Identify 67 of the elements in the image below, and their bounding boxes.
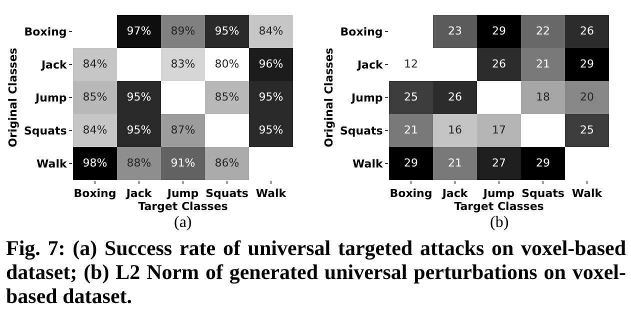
data-label: 26 xyxy=(580,24,594,38)
data-label: 29 xyxy=(404,156,418,170)
data-label: 18 xyxy=(536,90,550,104)
x-tick-label: Jack xyxy=(125,187,152,200)
data-label: 29 xyxy=(536,156,550,170)
data-label: 95% xyxy=(258,90,284,104)
data-label: 84% xyxy=(258,24,284,38)
data-label: 95% xyxy=(126,90,152,104)
data-label: 21 xyxy=(536,57,550,70)
data-label: 98% xyxy=(82,156,108,170)
x-tick-label: Boxing xyxy=(74,187,116,200)
data-label: 80% xyxy=(214,57,240,70)
y-tick-label: Walk xyxy=(36,157,68,170)
x-tick-label: Squats xyxy=(206,187,249,200)
caption: Fig. 7: (a) Success rate of universal targeted attacks on voxel-based dataset; (b) L2 Norm of generated universal perturbations on voxel-based dataset. xyxy=(6,236,626,308)
text: (a) xyxy=(174,214,192,231)
data-label: 17 xyxy=(492,123,506,136)
x-axis-title: Target Classes xyxy=(138,200,228,214)
data-label: 86% xyxy=(214,156,240,170)
data-label: 26 xyxy=(448,90,462,104)
y-axis-title: Original Classes xyxy=(322,47,336,148)
data-label: 85% xyxy=(82,90,108,104)
y-tick-label: Squats xyxy=(340,124,384,138)
data-label: 26 xyxy=(492,57,506,70)
data-label: 16 xyxy=(448,123,462,136)
data-label: 25 xyxy=(404,90,418,104)
y-tick-label: Jack xyxy=(356,58,384,72)
data-label: 95% xyxy=(126,123,152,136)
y-axis-title: Original Classes xyxy=(6,47,20,148)
data-label: 84% xyxy=(82,123,108,136)
data-label: 95% xyxy=(214,24,240,38)
data-label: 23 xyxy=(448,24,462,38)
x-tick-label: Jack xyxy=(441,187,468,200)
data-label: 88% xyxy=(126,156,152,170)
y-tick-label: Boxing xyxy=(24,25,67,38)
data-label: 91% xyxy=(170,156,196,170)
data-label: 27 xyxy=(492,156,506,170)
data-label: 29 xyxy=(580,57,594,70)
data-label: 97% xyxy=(126,24,152,38)
x-tick-label: Walk xyxy=(256,187,287,200)
x-tick-label: Jump xyxy=(482,187,515,200)
data-label: 83% xyxy=(170,57,196,70)
data-label: 84% xyxy=(82,57,108,70)
data-label: 87% xyxy=(170,123,196,136)
data-label: 12 xyxy=(404,57,418,70)
data-label: 20 xyxy=(580,90,594,104)
data-label: 89% xyxy=(170,24,196,38)
x-axis-title: Target Classes xyxy=(454,200,544,214)
x-tick-label: Walk xyxy=(572,187,603,200)
y-tick-label: Jack xyxy=(40,58,68,72)
data-label: 21 xyxy=(404,123,418,136)
y-tick-label: Jump xyxy=(34,91,67,104)
y-tick-label: Boxing xyxy=(340,25,383,38)
data-label: 95% xyxy=(258,123,284,136)
x-tick-label: Jump xyxy=(166,187,199,200)
data-label: 25 xyxy=(580,123,594,136)
y-tick-label: Jump xyxy=(350,91,383,104)
x-tick-label: Squats xyxy=(522,187,565,200)
y-tick-label: Walk xyxy=(352,157,384,170)
data-label: 29 xyxy=(492,24,506,38)
data-label: 22 xyxy=(536,24,550,38)
data-label: 85% xyxy=(214,90,240,104)
y-tick-label: Squats xyxy=(24,124,68,138)
x-tick-label: Boxing xyxy=(390,187,432,200)
data-label: 96% xyxy=(258,57,284,70)
data-label: 21 xyxy=(448,156,462,170)
text: (b) xyxy=(490,214,509,231)
